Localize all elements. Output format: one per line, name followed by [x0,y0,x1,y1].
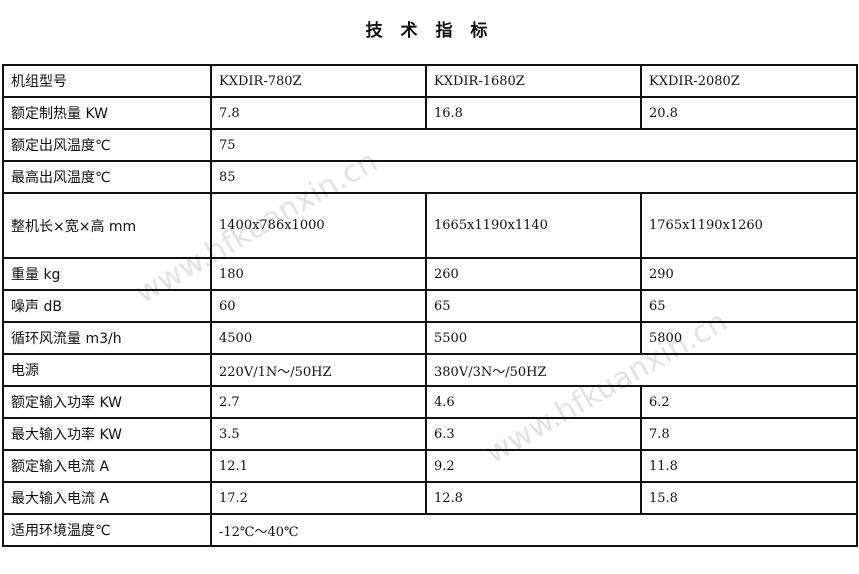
table-cell: 380V/3N～/50HZ [425,353,858,387]
row-label: 最高出风温度℃ [2,160,212,194]
table-cell: 6.2 [640,385,858,419]
table-row: 额定制热量 KW 7.8 16.8 20.8 [2,96,858,130]
table-cell: 4500 [210,321,427,355]
table-cell: 3.5 [210,417,427,451]
table-cell: 85 [210,160,858,194]
table-cell: 9.2 [425,449,642,483]
table-cell: 180 [210,257,427,291]
row-label: 额定输入电流 A [2,449,212,483]
table-row: 额定输入功率 KW 2.7 4.6 6.2 [2,385,858,419]
row-label: 额定制热量 KW [2,96,212,130]
row-label: 循环风流量 m3/h [2,321,212,355]
table-row: 最大输入电流 A 17.2 12.8 15.8 [2,481,858,515]
table-row: 适用环境温度℃ -12℃～40℃ [2,513,858,547]
row-label: 重量 kg [2,257,212,291]
table-row: 额定出风温度℃ 75 [2,128,858,162]
table-row: 电源 220V/1N～/50HZ 380V/3N～/50HZ [2,353,858,387]
table-row: 整机长×宽×高 mm 1400x786x1000 1665x1190x1140 176… [2,192,858,259]
table-cell: KXDIR-2080Z [640,64,858,98]
table-cell: 12.8 [425,481,642,515]
row-label: 最大输入功率 KW [2,417,212,451]
table-row: 最大输入功率 KW 3.5 6.3 7.8 [2,417,858,451]
table-cell: KXDIR-1680Z [425,64,642,98]
table-row: 重量 kg 180 260 290 [2,257,858,291]
table-cell: 75 [210,128,858,162]
table-cell: 12.1 [210,449,427,483]
table-cell: 60 [210,289,427,323]
table-row: 机组型号 KXDIR-780Z KXDIR-1680Z KXDIR-2080Z [2,64,858,98]
row-label: 最大输入电流 A [2,481,212,515]
row-label: 电源 [2,353,212,387]
row-label: 整机长×宽×高 mm [2,192,212,259]
table-cell: 260 [425,257,642,291]
page-title: 技 术 指 标 [365,21,494,41]
table-cell: 7.8 [640,417,858,451]
table-cell: 65 [640,289,858,323]
table-cell: 5800 [640,321,858,355]
table-cell: KXDIR-780Z [210,64,427,98]
table-cell: 65 [425,289,642,323]
table-cell: 4.6 [425,385,642,419]
table-cell: 6.3 [425,417,642,451]
table-row: 额定输入电流 A 12.1 9.2 11.8 [2,449,858,483]
table-cell: 290 [640,257,858,291]
table-cell: 20.8 [640,96,858,130]
table-cell: 220V/1N～/50HZ [210,353,427,387]
table-cell: 2.7 [210,385,427,419]
row-label: 机组型号 [2,64,212,98]
row-label: 额定输入功率 KW [2,385,212,419]
table-cell: 5500 [425,321,642,355]
row-label: 噪声 dB [2,289,212,323]
table-cell: 17.2 [210,481,427,515]
spec-table: 机组型号 KXDIR-780Z KXDIR-1680Z KXDIR-2080Z 额定制热… [2,64,858,547]
table-row: 最高出风温度℃ 85 [2,160,858,194]
table-cell: 15.8 [640,481,858,515]
row-label: 额定出风温度℃ [2,128,212,162]
table-row: 循环风流量 m3/h 4500 5500 5800 [2,321,858,355]
row-label: 适用环境温度℃ [2,513,212,547]
table-cell: 1665x1190x1140 [425,192,642,259]
table-cell: 11.8 [640,449,858,483]
table-cell: 7.8 [210,96,427,130]
table-cell: -12℃～40℃ [210,513,858,547]
table-cell: 16.8 [425,96,642,130]
table-cell: 1765x1190x1260 [640,192,858,259]
table-row: 噪声 dB 60 65 65 [2,289,858,323]
table-cell: 1400x786x1000 [210,192,427,259]
